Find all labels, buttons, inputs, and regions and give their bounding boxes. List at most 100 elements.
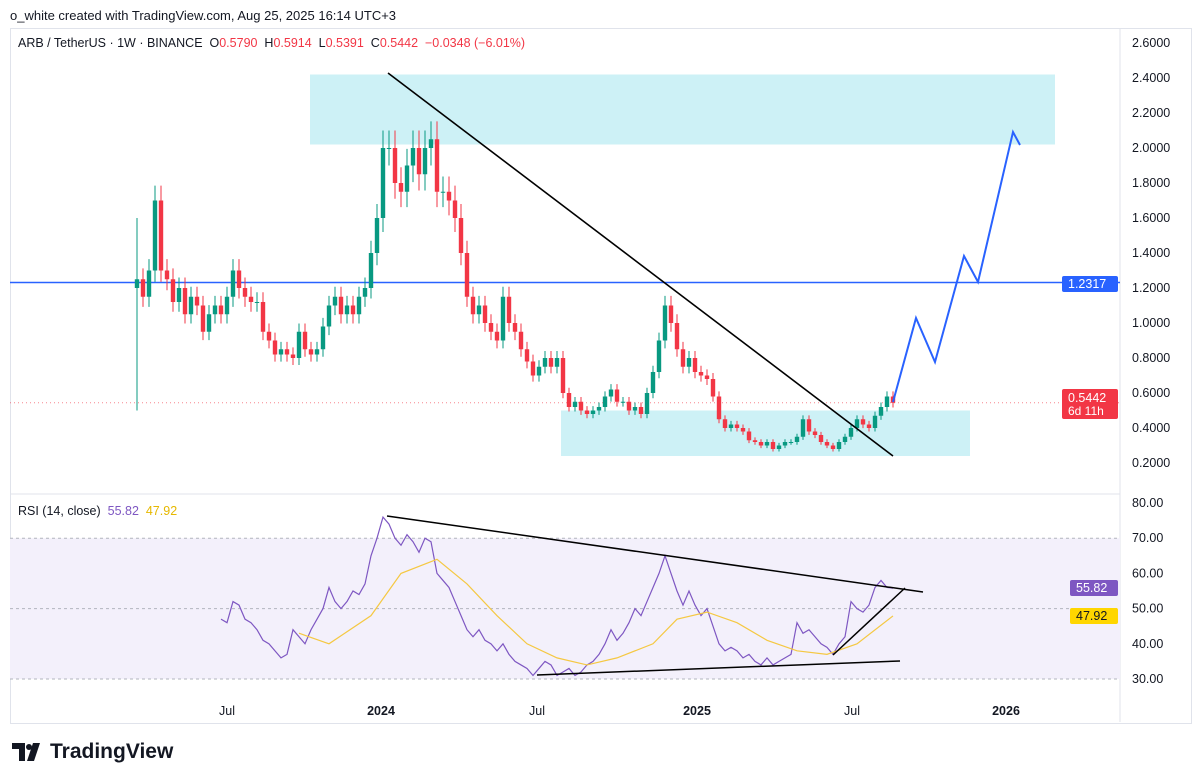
candle xyxy=(596,407,602,411)
chart-credit: o_white created with TradingView.com, Au… xyxy=(10,8,397,23)
candle xyxy=(452,200,458,218)
candle xyxy=(800,419,806,437)
candle xyxy=(200,305,206,332)
price-tick: 1.6000 xyxy=(1132,211,1170,225)
candle xyxy=(494,331,500,341)
candle xyxy=(482,305,488,323)
candle xyxy=(524,349,530,362)
candle xyxy=(326,305,332,327)
rsi-ma-badge xyxy=(1070,608,1118,624)
candle xyxy=(338,296,344,315)
candle xyxy=(362,288,368,297)
candle xyxy=(644,393,650,414)
target-zone xyxy=(310,74,1055,145)
open-value: 0.5790 xyxy=(219,36,258,50)
candle xyxy=(146,270,152,297)
level-label: 1.2317 xyxy=(1068,277,1106,291)
candle xyxy=(764,442,770,446)
price-tick: 1.8000 xyxy=(1132,176,1170,190)
candle xyxy=(458,218,464,253)
time-tick: 2024 xyxy=(367,704,395,718)
candle xyxy=(392,148,398,183)
chart-frame xyxy=(10,28,1192,724)
price-tick: 1.2000 xyxy=(1132,281,1170,295)
candle xyxy=(176,288,182,302)
symbol-legend: ARB / TetherUS · 1W · BINANCE O0.5790 H0… xyxy=(18,36,525,50)
candle xyxy=(398,183,404,192)
candle xyxy=(296,331,302,358)
candle xyxy=(440,191,446,193)
candle xyxy=(836,442,842,449)
high-label: H xyxy=(264,36,274,50)
candle xyxy=(878,407,884,416)
candle xyxy=(746,431,752,441)
candle xyxy=(860,419,866,425)
candle xyxy=(386,148,392,149)
candle xyxy=(422,148,428,175)
high-value: 0.5914 xyxy=(273,36,312,50)
candle xyxy=(728,424,734,428)
rsi-label[interactable]: RSI (14, close) xyxy=(18,504,101,518)
candle xyxy=(272,340,278,355)
logo-text: TradingView xyxy=(50,740,174,763)
candle xyxy=(530,361,536,376)
price-tick: 0.8000 xyxy=(1132,351,1170,365)
candle xyxy=(518,331,524,350)
candle xyxy=(416,148,422,175)
candle xyxy=(578,401,584,411)
candle xyxy=(668,305,674,323)
candle xyxy=(242,288,248,297)
candle xyxy=(236,270,242,288)
candle xyxy=(614,389,620,402)
candle xyxy=(542,358,548,367)
candle xyxy=(506,296,512,323)
candle xyxy=(464,253,470,297)
rsi-tick: 40.00 xyxy=(1132,637,1163,651)
close-label: C xyxy=(370,36,380,50)
candle xyxy=(566,393,572,407)
rsi-rising-trendline xyxy=(832,587,906,656)
tradingview-logo[interactable]: TradingView xyxy=(12,740,173,764)
candle xyxy=(290,354,296,358)
candle xyxy=(548,358,554,367)
candle xyxy=(476,305,482,315)
candle xyxy=(410,148,416,166)
time-tick: 2025 xyxy=(683,704,711,718)
candle xyxy=(182,288,188,315)
candle xyxy=(866,424,872,428)
candle xyxy=(572,401,578,407)
candle xyxy=(140,279,146,297)
candle xyxy=(314,349,320,355)
current-price-badge xyxy=(1062,389,1118,419)
candle xyxy=(536,366,542,376)
countdown-label: 6d 11h xyxy=(1068,404,1104,418)
rsi-upper-trendline xyxy=(386,515,924,593)
candle xyxy=(512,323,518,332)
candle xyxy=(380,148,386,218)
rsi-tick: 70.00 xyxy=(1132,531,1163,545)
candle xyxy=(560,358,566,393)
candle xyxy=(854,419,860,428)
candle xyxy=(686,358,692,367)
rsi-tick: 30.00 xyxy=(1132,672,1163,686)
tv-logo-icon xyxy=(12,743,40,761)
target-zone xyxy=(561,410,970,456)
candle xyxy=(308,349,314,355)
low-value: 0.5391 xyxy=(325,36,364,50)
price-tick: 1.0000 xyxy=(1132,316,1170,330)
candle xyxy=(302,331,308,350)
candle xyxy=(266,331,272,341)
candle xyxy=(770,442,776,449)
price-tick: 2.0000 xyxy=(1132,141,1170,155)
candle xyxy=(206,314,212,332)
candle xyxy=(368,253,374,288)
symbol-info[interactable]: ARB / TetherUS · 1W · BINANCE xyxy=(18,36,203,50)
downtrend-line xyxy=(387,72,894,457)
candle xyxy=(818,435,824,442)
candle xyxy=(674,323,680,350)
candle xyxy=(776,445,782,449)
candle xyxy=(734,424,740,428)
candle xyxy=(488,323,494,332)
candle xyxy=(446,191,452,201)
